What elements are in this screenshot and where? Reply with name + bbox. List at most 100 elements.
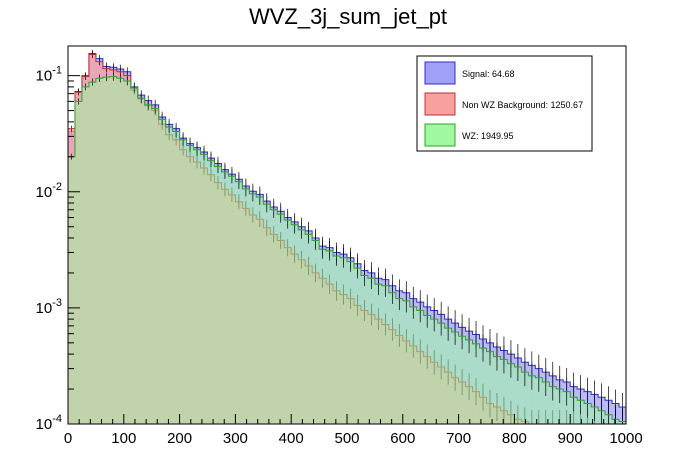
x-tick-label: 300 (223, 430, 248, 447)
legend-label: Signal: 64.68 (462, 69, 515, 79)
x-tick-label: 700 (446, 430, 471, 447)
bar (528, 375, 536, 424)
bar (186, 145, 194, 424)
bar (102, 77, 110, 424)
bar (284, 220, 292, 424)
legend-label: Non WZ Background: 1250.67 (462, 100, 583, 110)
bar (74, 101, 82, 425)
bar (249, 193, 257, 424)
bar (235, 181, 243, 424)
bar (207, 160, 215, 424)
bar (458, 336, 466, 424)
x-tick-label: 100 (111, 430, 136, 447)
series-2 (67, 72, 627, 425)
bar (312, 240, 320, 424)
y-tick-label: 10-3 (36, 297, 62, 317)
bar (179, 139, 187, 424)
bar (430, 319, 438, 424)
bar (109, 76, 117, 424)
bar (298, 229, 306, 424)
bar (416, 310, 424, 424)
bar (305, 234, 313, 424)
bar (270, 209, 278, 424)
legend-swatch (424, 92, 456, 116)
chart-title: WVZ_3j_sum_jet_pt (249, 4, 447, 29)
x-tick-label: 0 (64, 430, 72, 447)
bar (319, 249, 327, 424)
bar (535, 377, 543, 424)
bar (514, 366, 522, 424)
bar (291, 224, 299, 424)
y-tick-label: 10-4 (36, 413, 62, 433)
bar (347, 261, 354, 424)
bar (333, 255, 341, 424)
bar (137, 98, 145, 424)
x-tick-label: 500 (334, 430, 359, 447)
bar (130, 88, 138, 424)
legend-swatch (424, 61, 456, 85)
bar (326, 250, 334, 424)
bar (88, 82, 96, 425)
bar (214, 166, 222, 424)
bar (172, 131, 180, 425)
bar (81, 86, 89, 424)
bar (360, 275, 368, 424)
bar (500, 359, 508, 424)
bar (381, 285, 389, 424)
bar (395, 298, 403, 424)
bar (353, 268, 361, 424)
bar (144, 104, 152, 425)
bar (542, 381, 550, 424)
bar (556, 389, 564, 424)
bar (549, 386, 557, 424)
y-tick-label: 10-1 (36, 65, 62, 85)
bar (451, 331, 459, 424)
x-tick-label: 400 (279, 430, 304, 447)
bar (277, 214, 285, 424)
bar (256, 197, 264, 424)
bar (200, 154, 208, 424)
bar (68, 156, 75, 425)
bar (95, 78, 103, 424)
bar (263, 204, 271, 424)
bar (221, 171, 229, 424)
x-tick-label: 900 (558, 430, 583, 447)
bar (409, 306, 417, 424)
bar (340, 257, 347, 424)
axis-ticks: 0 100 200 300 400 500 600 700 800 900 1000 10-1 10-2… (36, 65, 643, 447)
series-outline (67, 76, 627, 424)
bar (151, 108, 159, 424)
bar (563, 391, 571, 424)
bar (493, 356, 501, 424)
bar (444, 328, 452, 424)
bar (367, 278, 375, 424)
x-tick-label: 1000 (609, 430, 642, 447)
bar (388, 292, 396, 424)
y-tick-label: 10-2 (36, 181, 62, 201)
bar (472, 343, 480, 424)
bar (402, 300, 410, 424)
legend-swatch (424, 123, 456, 147)
bar (158, 119, 166, 424)
legend: Signal: 64.68 Non WZ Background: 1250.67 W… (416, 55, 593, 152)
bar (521, 372, 529, 424)
bar (486, 351, 494, 424)
bar (507, 363, 515, 424)
bar (123, 80, 131, 425)
bar (374, 284, 382, 424)
bar (423, 315, 431, 424)
bar (465, 339, 473, 424)
bar (479, 348, 487, 424)
bar (242, 188, 250, 424)
histogram-bars (67, 50, 627, 425)
x-tick-label: 800 (502, 430, 527, 447)
bar (228, 176, 236, 424)
bar (193, 149, 201, 424)
bar (116, 78, 124, 424)
x-tick-label: 600 (390, 430, 415, 447)
bar (165, 127, 173, 425)
bar (437, 323, 445, 424)
x-tick-label: 200 (167, 430, 192, 447)
legend-label: WZ: 1949.95 (462, 131, 514, 141)
